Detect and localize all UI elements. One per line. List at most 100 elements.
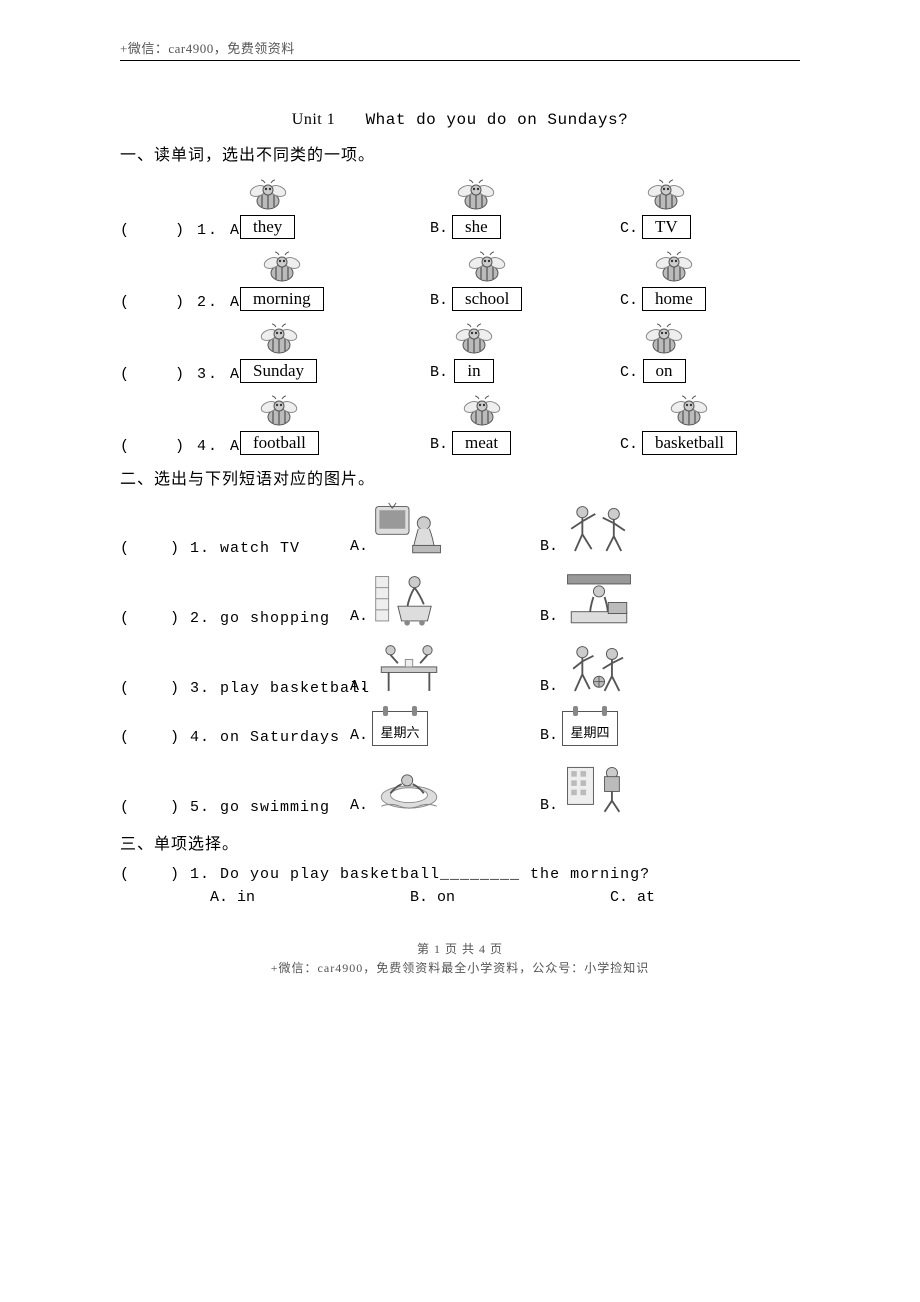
option-label: A. <box>350 608 368 627</box>
picture-icon <box>372 571 446 627</box>
option-b-cell: B. <box>540 641 730 697</box>
phrase-text: ( ) 2. go shopping <box>120 610 350 627</box>
question-row: ( ) 3. A. SundayB. inC. <box>120 321 800 383</box>
option-cell: football <box>240 393 430 455</box>
option-b: B. on <box>410 889 610 906</box>
option-label: B. <box>430 436 448 455</box>
picture-icon <box>372 501 446 557</box>
question-row: ( ) 1. A. theyB. sheC. <box>120 177 800 239</box>
option-cell: Sunday <box>240 321 430 383</box>
word-box: she <box>452 215 501 239</box>
phrase-row: ( ) 1. watch TVA. B. <box>120 501 800 557</box>
option-a-cell: A. <box>350 641 540 697</box>
unit-label: Unit 1 <box>292 111 335 128</box>
phrase-text: ( ) 5. go swimming <box>120 799 350 816</box>
phrase-row: ( ) 5. go swimmingA. B. <box>120 760 800 816</box>
footer-text: +微信：car4900，免费领资料最全小学资料，公众号：小学捡知识 <box>120 959 800 976</box>
picture-icon <box>372 641 446 697</box>
question-prefix: ( ) 4. A. <box>120 438 240 455</box>
option-a: A. in <box>210 889 410 906</box>
phrase-text: ( ) 3. play basketball <box>120 680 350 697</box>
option-b-cell: B. <box>540 501 730 557</box>
question-prefix: ( ) 2. A. <box>120 294 240 311</box>
option-a-cell: A. <box>350 760 540 816</box>
word-box: school <box>452 287 522 311</box>
section3-heading: 三、单项选择。 <box>120 830 800 854</box>
option-a-cell: A. <box>350 571 540 627</box>
option-label: C. <box>620 220 638 239</box>
question-row: ( ) 2. A. morning B. schoolC. <box>120 249 800 311</box>
question-row: ( ) 4. A. footballB. meatC. <box>120 393 800 455</box>
question-prefix: ( ) 3. A. <box>120 366 240 383</box>
picture-icon <box>562 641 636 697</box>
option-cell: B. meat <box>430 393 620 455</box>
section2-heading: 二、选出与下列短语对应的图片。 <box>120 465 800 489</box>
option-cell: they <box>240 177 430 239</box>
option-label: A. <box>350 727 368 746</box>
bee-word-icon: home <box>642 249 706 311</box>
option-a-cell: A. <box>350 501 540 557</box>
word-box: home <box>642 287 706 311</box>
option-b-cell: B.星期四 <box>540 711 730 746</box>
word-box: meat <box>452 431 511 455</box>
question-prefix: ( ) 1. A. <box>120 222 240 239</box>
calendar-icon: 星期四 <box>562 711 618 746</box>
bee-word-icon: football <box>240 393 319 455</box>
phrase-row: ( ) 3. play basketballA. B. <box>120 641 800 697</box>
page-number: 第 1 页 共 4 页 <box>120 940 800 957</box>
option-label: A. <box>350 538 368 557</box>
option-label: B. <box>540 727 558 746</box>
word-box: football <box>240 431 319 455</box>
picture-icon <box>562 571 636 627</box>
option-b-cell: B. <box>540 760 730 816</box>
option-cell: C. home <box>620 249 810 311</box>
option-label: C. <box>620 292 638 311</box>
worksheet-page: +微信：car4900，免费领资料 Unit 1 What do you do … <box>0 0 920 1006</box>
option-c: C. at <box>610 889 655 906</box>
option-cell: C. basketball <box>620 393 810 455</box>
option-cell: morning <box>240 249 430 311</box>
option-label: B. <box>430 220 448 239</box>
phrase-row: ( ) 4. on SaturdaysA.星期六B.星期四 <box>120 711 800 746</box>
picture-icon <box>562 760 636 816</box>
bee-word-icon: meat <box>452 393 511 455</box>
bee-word-icon: school <box>452 249 522 311</box>
section3-q1-text: ( ) 1. Do you play basketball________ th… <box>120 866 800 883</box>
unit-title: Unit 1 What do you do on Sundays? <box>120 111 800 129</box>
phrase-text: ( ) 1. watch TV <box>120 540 350 557</box>
section1-heading: 一、读单词，选出不同类的一项。 <box>120 141 800 165</box>
option-label: A. <box>350 678 368 697</box>
section3-q1-options: A. in B. on C. at <box>120 889 800 906</box>
bee-word-icon: they <box>240 177 295 239</box>
option-label: C. <box>620 436 638 455</box>
word-box: they <box>240 215 295 239</box>
bee-word-icon: basketball <box>642 393 737 455</box>
section1-body: ( ) 1. A. theyB. sheC. <box>120 177 800 455</box>
bee-word-icon: Sunday <box>240 321 317 383</box>
option-label: A. <box>350 797 368 816</box>
section2-body: ( ) 1. watch TVA.B.( ) 2. go shoppingA.B… <box>120 501 800 816</box>
option-cell: C. on <box>620 321 810 383</box>
word-box: TV <box>642 215 691 239</box>
bee-word-icon: in <box>452 321 496 383</box>
option-cell: C. TV <box>620 177 810 239</box>
bee-word-icon: TV <box>642 177 691 239</box>
title-text: What do you do on Sundays? <box>366 111 629 129</box>
option-cell: B. in <box>430 321 620 383</box>
option-cell: B. school <box>430 249 620 311</box>
option-label: B. <box>540 608 558 627</box>
option-label: B. <box>540 538 558 557</box>
picture-icon <box>372 760 446 816</box>
bee-word-icon: morning <box>240 249 324 311</box>
word-box: basketball <box>642 431 737 455</box>
page-footer: 第 1 页 共 4 页 +微信：car4900，免费领资料最全小学资料，公众号：… <box>120 940 800 976</box>
word-box: Sunday <box>240 359 317 383</box>
phrase-text: ( ) 4. on Saturdays <box>120 729 350 746</box>
picture-icon <box>562 501 636 557</box>
option-cell: B. she <box>430 177 620 239</box>
phrase-row: ( ) 2. go shoppingA. B. <box>120 571 800 627</box>
option-label: B. <box>430 364 448 383</box>
header-rule <box>120 60 800 61</box>
bee-word-icon: on <box>642 321 686 383</box>
option-b-cell: B. <box>540 571 730 627</box>
